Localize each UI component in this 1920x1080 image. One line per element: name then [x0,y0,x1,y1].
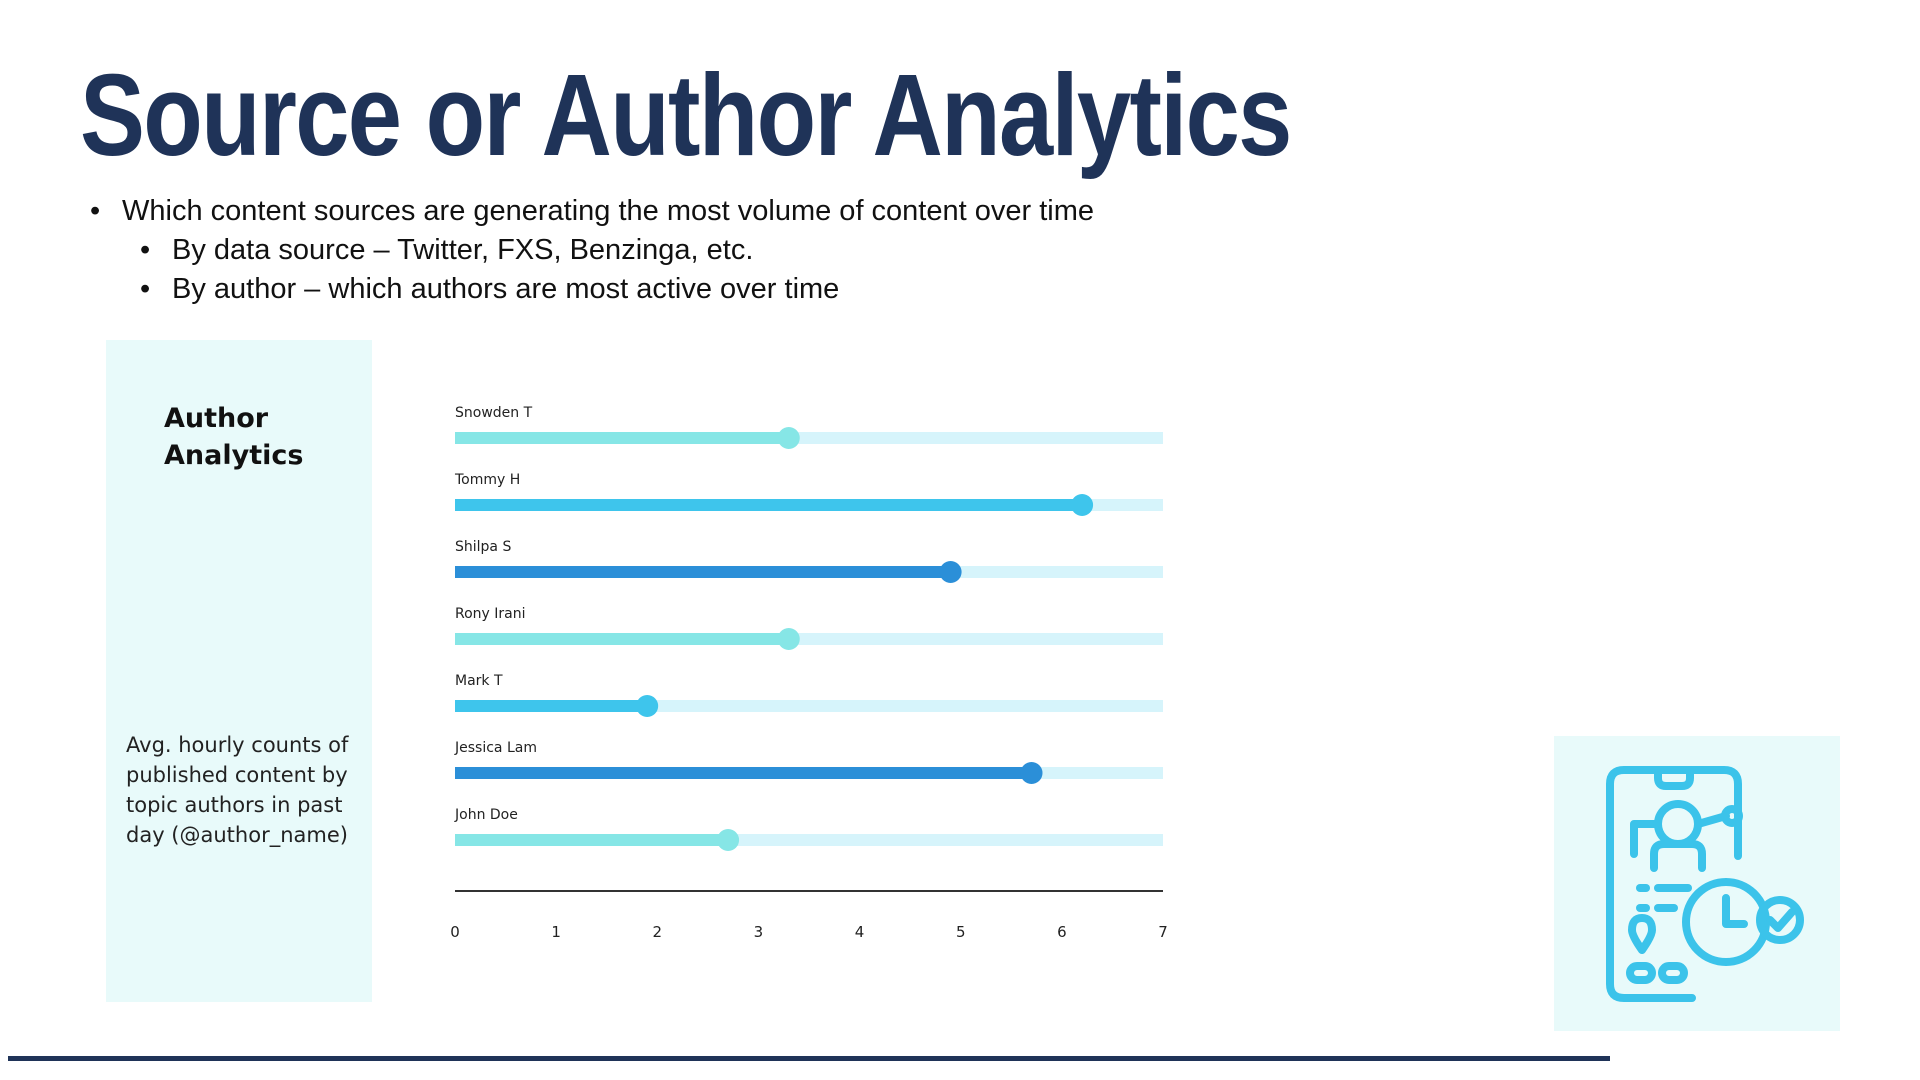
chart-canvas: Snowden T Tommy H Shilpa S Rony Irani Mark T… [450,405,1168,941]
bar [455,834,729,846]
bar [455,633,789,645]
bar-label: Rony Irani [455,606,526,622]
bar-label: Snowden T [455,405,533,421]
bullet-list: Which content sources are generating the… [90,192,1094,309]
bar [455,566,951,578]
bar-handle [939,561,962,583]
bar-label: Mark T [455,673,503,689]
bar [455,432,789,444]
x-tick-label: 7 [1158,923,1168,941]
bullet-sub-author: By author – which authors are most activ… [140,270,1094,309]
x-tick-label: 1 [551,923,561,941]
bar [455,700,648,712]
bar-handle [717,829,740,851]
panel-description: Avg. hourly counts of published content … [126,733,349,847]
bar-label: Tommy H [454,472,520,488]
bar-handle [1071,494,1094,516]
bar [455,767,1032,779]
bullet-main: Which content sources are generating the… [90,192,1094,231]
bar-label: John Doe [454,807,518,823]
icon-box [1554,736,1840,1031]
x-tick-label: 4 [855,923,865,941]
x-tick-label: 0 [450,923,460,941]
author-analytics-panel: Author Analytics Avg. hourly counts of p… [106,340,372,1002]
author-activity-chart: Snowden T Tommy H Shilpa S Rony Irani Mark T… [440,390,1180,950]
x-tick-label: 3 [754,923,764,941]
bullet-sub-data-source: By data source – Twitter, FXS, Benzinga,… [140,231,1094,270]
bar-handle [636,695,659,717]
bar-handle [777,628,800,650]
bottom-divider [8,1056,1610,1061]
bar-label: Jessica Lam [454,740,537,756]
bar-label: Shilpa S [455,539,511,555]
bar [455,499,1083,511]
x-tick-label: 6 [1057,923,1067,941]
x-tick-label: 2 [653,923,663,941]
x-tick-label: 5 [956,923,966,941]
bar-handle [777,427,800,449]
bar-handle [1020,762,1043,784]
mobile-analytics-clock-check-icon [1606,766,1804,1002]
slide-title: Source or Author Analytics [80,50,1292,180]
panel-title: Author Analytics [164,403,304,471]
